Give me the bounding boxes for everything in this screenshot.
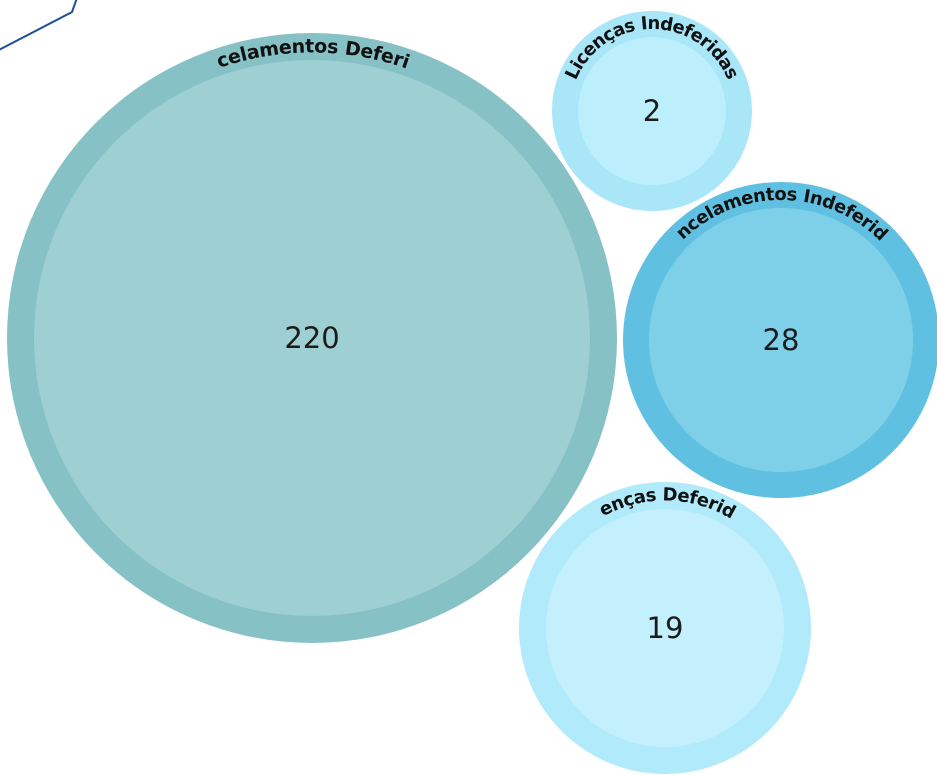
bubble-inner-licencas-indeferidas (578, 37, 726, 185)
frame-corner-line (0, 0, 78, 51)
bubble-inner-cancelamentos-indeferidos (649, 208, 913, 472)
bubble-inner-licencas-deferidas (546, 509, 784, 747)
bubble-value-licencas-indeferidas: 2 (643, 94, 661, 128)
bubble-value-cancelamentos-indeferidos: 28 (763, 323, 800, 357)
bubble-inner-cancelamentos-deferidos (34, 60, 590, 616)
bubble-value-licencas-deferidas: 19 (647, 611, 684, 645)
bubble-value-cancelamentos-deferidos: 220 (284, 321, 339, 355)
